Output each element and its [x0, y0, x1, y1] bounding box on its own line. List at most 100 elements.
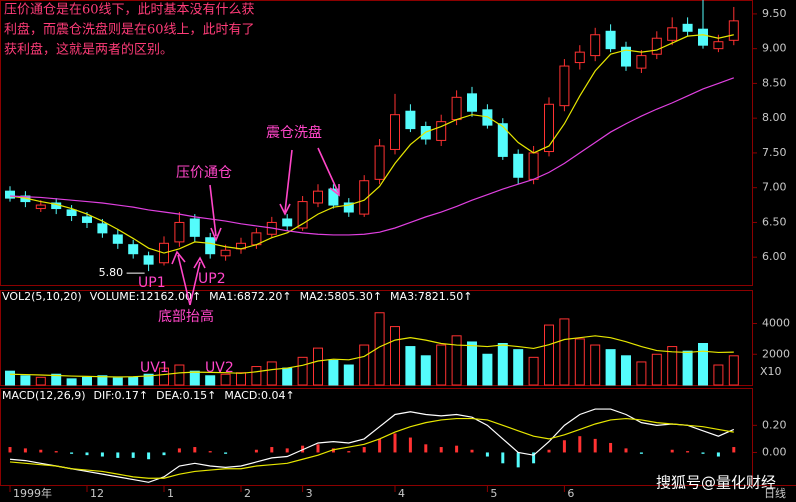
y-tick-label: 7.50 — [762, 146, 787, 159]
legend-entry: DIF:0.17↑ — [94, 389, 149, 402]
macd-frame — [0, 388, 753, 486]
volume-bar — [51, 373, 62, 386]
legend-entry: VOLUME:12162.00↑ — [90, 290, 201, 303]
volume-bar — [559, 318, 570, 386]
y-tick-label: 6.50 — [762, 215, 787, 228]
volume-bar — [728, 355, 739, 386]
x-tick-label: 4 — [398, 487, 405, 500]
candle-body — [528, 152, 539, 180]
y-tick-label: 9.50 — [762, 7, 787, 20]
volume-bar — [205, 375, 216, 386]
candle-body — [451, 96, 462, 121]
volume-bar — [35, 376, 46, 386]
y-tick-label: 4000 — [762, 317, 790, 330]
annotation: 压价通仓 — [176, 165, 232, 181]
y-tick-label: 6.00 — [762, 250, 787, 263]
legend-entry: MACD(12,26,9) — [2, 389, 86, 402]
volume-bar — [297, 356, 308, 386]
volume-bar — [328, 359, 339, 386]
volume-bar — [590, 344, 601, 386]
x-tick-label: 2 — [244, 487, 251, 500]
legend-entry: MA3:7821.50↑ — [390, 290, 472, 303]
candle-body — [112, 234, 123, 244]
candle-body — [497, 123, 508, 157]
volume-bar — [390, 326, 400, 386]
candle-body — [605, 30, 616, 50]
annotation: 底部抬高 — [158, 308, 214, 325]
volume-bar — [513, 349, 524, 386]
candle-body — [143, 255, 154, 265]
legend-entry: DEA:0.15↑ — [156, 389, 216, 402]
volume-bar — [497, 343, 508, 386]
volume-bar — [313, 347, 323, 386]
candle-body — [313, 190, 323, 204]
legend-entry: MACD:0.04↑ — [224, 389, 294, 402]
candle-body — [35, 204, 46, 210]
volume-bar — [482, 353, 493, 386]
annotation: UP1 — [138, 275, 166, 291]
candle-body — [390, 114, 400, 150]
candle-body — [544, 103, 554, 153]
watermark: 搜狐号@量化财经 — [656, 474, 776, 492]
volume-bar — [189, 370, 200, 386]
candle-body — [220, 249, 231, 257]
volume-bar — [451, 335, 462, 386]
volume-bar — [5, 370, 15, 386]
note-line: 获利盘，这就是两者的区别。 — [4, 42, 173, 58]
volume-bar — [220, 373, 231, 386]
line-series — [9, 34, 734, 254]
candle-body — [590, 34, 601, 57]
x-tick-label: 3 — [306, 487, 313, 500]
line-series — [9, 417, 734, 479]
annotation: UV2 — [205, 360, 234, 376]
candle-body — [682, 23, 693, 32]
volume-bar — [667, 346, 678, 386]
volume-bar — [621, 355, 631, 386]
candle-body — [713, 41, 724, 50]
candle-body — [359, 180, 370, 215]
volume-unit: X10 — [760, 365, 782, 378]
volume-bar — [174, 364, 185, 386]
volume-bar — [128, 376, 139, 386]
candle-body — [728, 20, 739, 41]
line-series — [9, 408, 735, 483]
y-tick-label: 0.00 — [762, 445, 787, 458]
candle-body — [128, 244, 139, 255]
candle-body — [328, 188, 339, 206]
volume-bar — [713, 364, 724, 386]
annotation: 震仓洗盘 — [266, 124, 322, 141]
x-tick-label: 5 — [490, 487, 497, 500]
candle-body — [189, 218, 200, 237]
volume-bar — [251, 366, 262, 386]
legend-entry: MA2:5805.30↑ — [300, 290, 382, 303]
volume-bar — [266, 361, 277, 386]
annotation: UP2 — [198, 271, 226, 287]
volume-frame — [0, 290, 753, 386]
candle-body — [667, 27, 678, 41]
volume-bar — [467, 341, 477, 386]
volume-bar — [159, 367, 169, 386]
arrows — [171, 147, 340, 306]
candle-body — [698, 28, 708, 46]
candle-body — [66, 209, 77, 216]
period-label: 日线 — [764, 486, 786, 500]
x-tick-label: 6 — [567, 487, 574, 500]
volume-bar — [698, 343, 708, 386]
y-tick-label: 7.00 — [762, 181, 787, 194]
candle-body — [574, 51, 585, 64]
extreme-label: 5.80 — [99, 266, 124, 279]
candle-body — [343, 202, 354, 213]
candle-body — [405, 110, 416, 130]
candle-body — [513, 153, 524, 178]
volume-bar — [20, 375, 31, 386]
candle-body — [559, 65, 570, 107]
candle-body — [467, 93, 477, 112]
y-tick-label: 8.50 — [762, 76, 787, 89]
y-tick-label: 8.00 — [762, 111, 787, 124]
volume-bar — [66, 378, 77, 386]
y-tick-label: 0.20 — [762, 418, 787, 431]
candle-body — [436, 121, 447, 141]
candle-body — [374, 145, 385, 180]
